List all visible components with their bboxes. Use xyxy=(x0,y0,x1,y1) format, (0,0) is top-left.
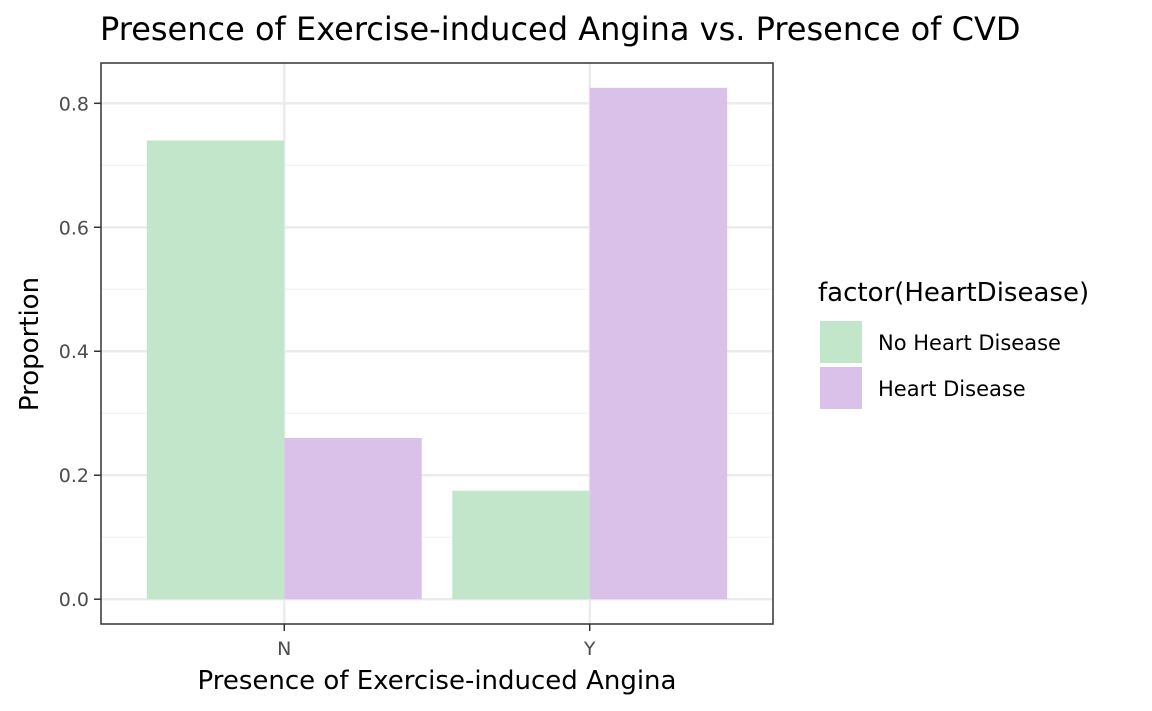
legend-key xyxy=(820,367,862,409)
plot-panel xyxy=(100,62,774,625)
y-tick-label: 0.8 xyxy=(59,93,89,115)
y-axis-ticks: 0.0 0.2 0.4 0.6 0.8 xyxy=(59,93,101,611)
legend-label: No Heart Disease xyxy=(878,331,1061,355)
x-axis-title: Presence of Exercise-induced Angina xyxy=(198,666,677,696)
legend-label: Heart Disease xyxy=(878,377,1026,401)
y-tick-label: 0.4 xyxy=(59,341,89,363)
bar-no-heart-disease-y xyxy=(452,490,590,600)
x-tick-label: Y xyxy=(583,638,596,660)
legend-key xyxy=(820,321,862,363)
legend-items: No Heart Disease Heart Disease xyxy=(820,321,1061,409)
legend: factor(HeartDisease) No Heart Disease Hea… xyxy=(818,278,1089,409)
bar-heart-disease-y xyxy=(589,87,728,600)
legend-title: factor(HeartDisease) xyxy=(818,278,1089,308)
y-axis-title: Proportion xyxy=(15,277,45,411)
panel-border xyxy=(100,62,774,625)
y-tick-label: 0.6 xyxy=(59,217,89,239)
chart-title: Presence of Exercise-induced Angina vs. … xyxy=(100,10,1020,48)
bar-no-heart-disease-n xyxy=(146,140,285,600)
bar-heart-disease-n xyxy=(284,438,422,600)
x-tick-label: N xyxy=(277,638,291,660)
y-tick-label: 0.2 xyxy=(59,465,89,487)
y-tick-label: 0.0 xyxy=(59,589,89,611)
bars xyxy=(146,87,728,600)
